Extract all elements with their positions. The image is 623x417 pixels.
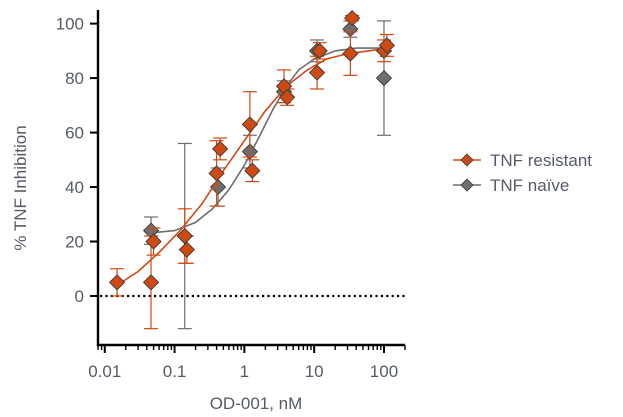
data-point-tnf-resistant: [378, 37, 396, 54]
legend: TNF resistant TNF naïve: [453, 151, 592, 195]
x-axis-title: OD-001, nM: [210, 394, 303, 413]
data-point-tnf-resistant: [108, 274, 126, 291]
legend-item-tnf-na-ve: TNF naïve: [453, 176, 569, 195]
data-point-tnf-na-ve: [209, 178, 227, 196]
fit-curve-tnf-na-ve: [146, 47, 384, 235]
data-point-tnf-resistant: [311, 42, 328, 59]
y-tick-label: 40: [65, 178, 84, 197]
data-point-tnf-resistant: [279, 89, 296, 106]
y-tick-label: 80: [65, 69, 84, 88]
data-point-tnf-resistant: [142, 274, 160, 291]
data-point-tnf-resistant: [178, 241, 195, 258]
axes: 0 20 40 60 80 100 0.01 0.1 1 10 100: [56, 10, 406, 381]
x-tick-label: 10: [305, 362, 324, 381]
y-tick-label: 60: [65, 124, 84, 143]
x-tick-label: 1: [240, 362, 249, 381]
data-point-tnf-resistant: [212, 140, 229, 158]
data-point-tnf-na-ve: [375, 69, 393, 87]
data-point-tnf-resistant: [344, 10, 361, 27]
legend-marker: [460, 153, 474, 167]
x-tick-label: 100: [370, 362, 398, 381]
y-tick-label: 20: [65, 233, 84, 252]
x-tick-label: 0.1: [163, 362, 187, 381]
data-point-tnf-resistant: [241, 116, 259, 133]
legend-item-tnf-resistant: TNF resistant: [453, 151, 592, 170]
data-point-tnf-resistant: [145, 233, 162, 250]
plot-area: [100, 10, 405, 330]
data-point-tnf-resistant: [244, 162, 261, 179]
y-tick-label: 100: [56, 15, 84, 34]
data-point-tnf-resistant: [342, 45, 359, 62]
y-tick-label: 0: [75, 287, 84, 306]
legend-label: TNF naïve: [490, 176, 569, 195]
data-point-tnf-resistant: [208, 165, 225, 182]
x-tick-label: 0.01: [88, 362, 121, 381]
data-point-tnf-resistant: [176, 227, 193, 245]
legend-label: TNF resistant: [490, 151, 592, 170]
data-point-tnf-resistant: [308, 64, 326, 81]
y-axis-title: % TNF Inhibition: [11, 125, 30, 250]
legend-marker: [460, 178, 474, 192]
